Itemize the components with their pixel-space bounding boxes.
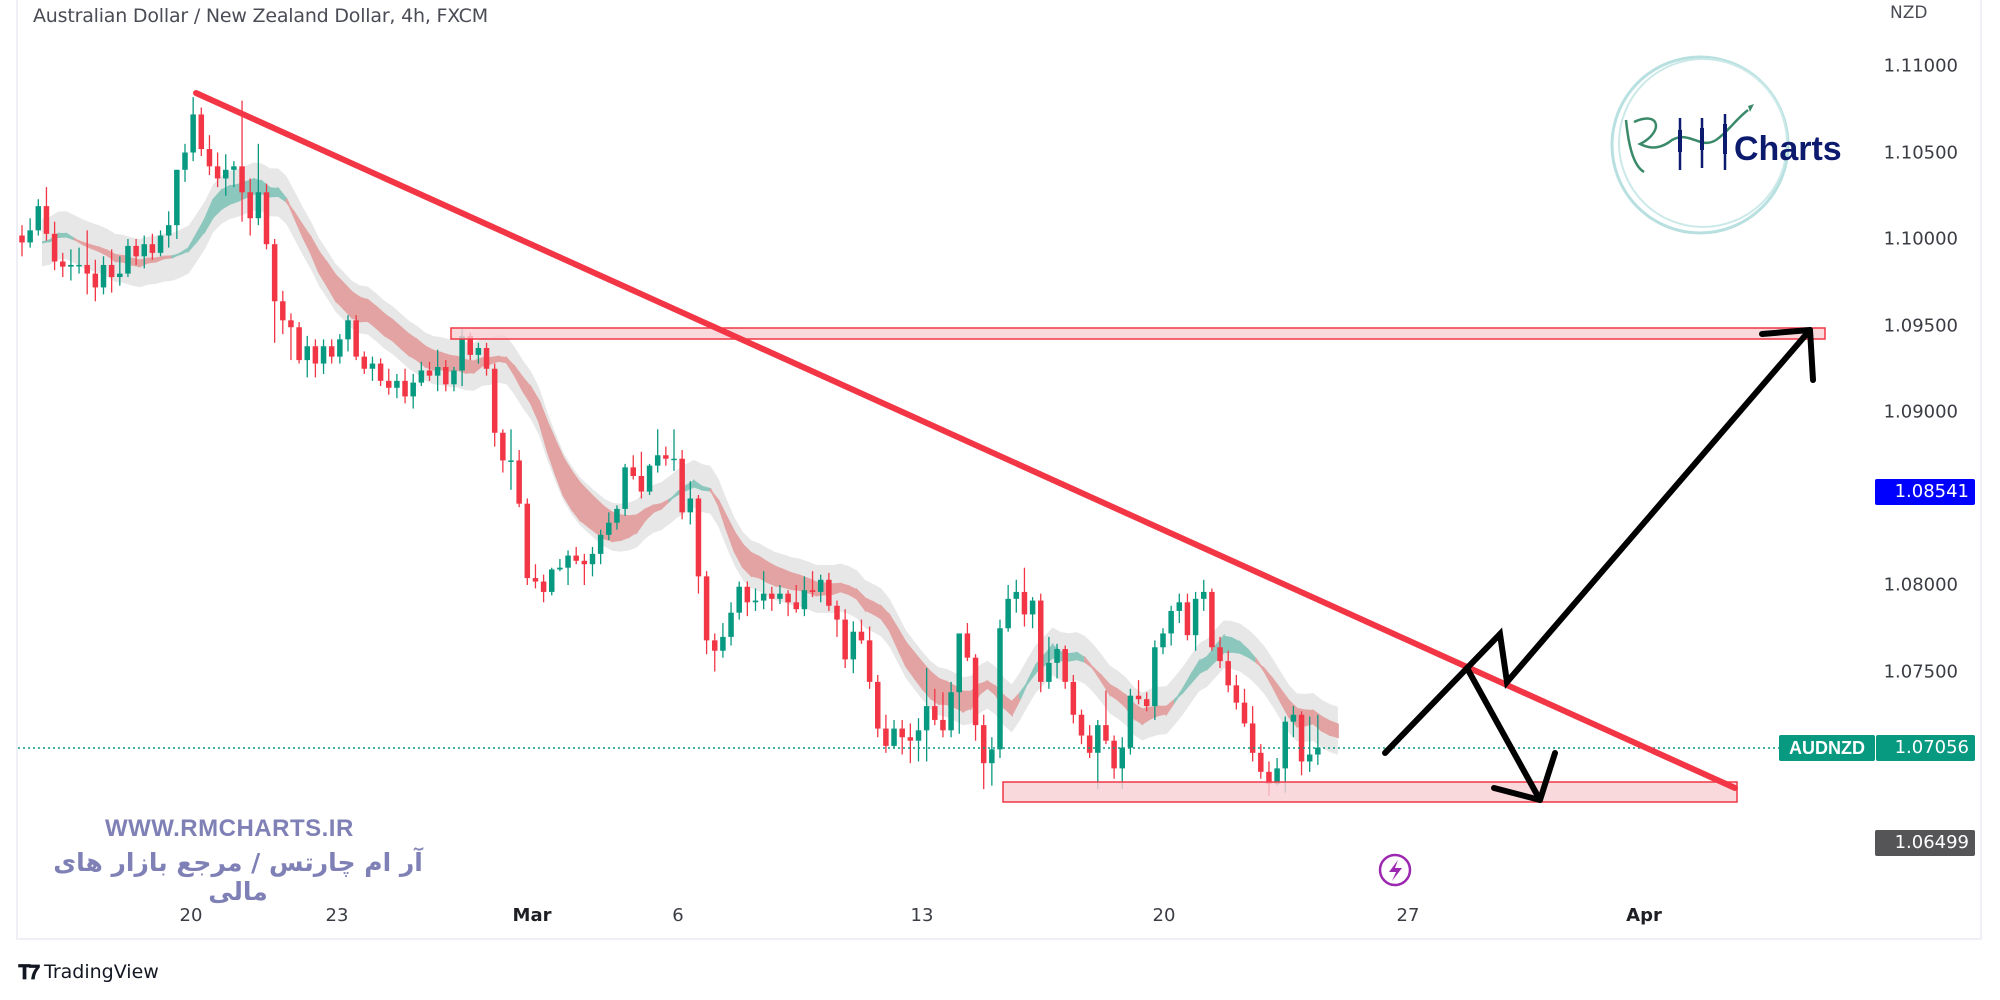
price-tick: 1.10500 bbox=[1883, 142, 1958, 163]
time-tick: 20 bbox=[1152, 905, 1176, 926]
chart-frame bbox=[16, 0, 1982, 940]
watermark-url: WWW.RMCHARTS.IR bbox=[105, 815, 354, 842]
price-tick: 1.09500 bbox=[1883, 315, 1958, 336]
time-tick: 13 bbox=[910, 905, 934, 926]
low-price-badge: 1.06499 bbox=[1875, 830, 1975, 856]
logo-text: Charts bbox=[1734, 130, 1842, 168]
time-tick: 27 bbox=[1396, 905, 1420, 926]
bearish-arrow-path[interactable] bbox=[1464, 665, 1543, 803]
high-price-badge: 1.08541 bbox=[1875, 479, 1975, 505]
price-scale-currency: NZD bbox=[1890, 3, 1928, 23]
resistance-zone[interactable] bbox=[450, 327, 1826, 340]
watermark-tagline: آر ام چارتس / مرجع بازار های مالی bbox=[53, 848, 423, 906]
ribbon-band bbox=[41, 177, 1339, 739]
candles bbox=[19, 97, 1321, 797]
bullish-arrow-path[interactable] bbox=[1382, 327, 1813, 756]
rmcharts-logo: Charts bbox=[1610, 55, 1842, 235]
time-tick: 20 bbox=[179, 905, 203, 926]
price-tick: 1.08000 bbox=[1883, 574, 1958, 596]
tradingview-brand: TradingView bbox=[44, 961, 159, 983]
price-tick: 1.10000 bbox=[1883, 228, 1958, 250]
price-tick: 1.09000 bbox=[1883, 401, 1958, 423]
time-tick: Apr bbox=[1626, 905, 1662, 926]
bearish-arrow-head bbox=[1491, 750, 1558, 803]
price-tick: 1.11000 bbox=[1883, 55, 1958, 77]
tradingview-logo-icon: 𝐓𝟕 bbox=[18, 960, 40, 984]
chart-title: Australian Dollar / New Zealand Dollar, … bbox=[33, 5, 488, 27]
last-price-badge: 1.07056 bbox=[1876, 735, 1975, 761]
descending-trendline[interactable] bbox=[193, 90, 1738, 791]
support-zone[interactable] bbox=[1002, 781, 1738, 803]
bullish-arrow-head bbox=[1759, 327, 1816, 383]
time-tick: Mar bbox=[512, 905, 552, 926]
tradingview-footer[interactable]: 𝐓𝟕 TradingView bbox=[18, 960, 159, 984]
time-tick: 6 bbox=[672, 905, 684, 926]
price-tick: 1.07500 bbox=[1883, 661, 1958, 682]
symbol-badge: AUDNZD bbox=[1779, 735, 1875, 761]
time-tick: 23 bbox=[325, 905, 349, 926]
lightning-bolt-icon[interactable] bbox=[1378, 853, 1412, 887]
